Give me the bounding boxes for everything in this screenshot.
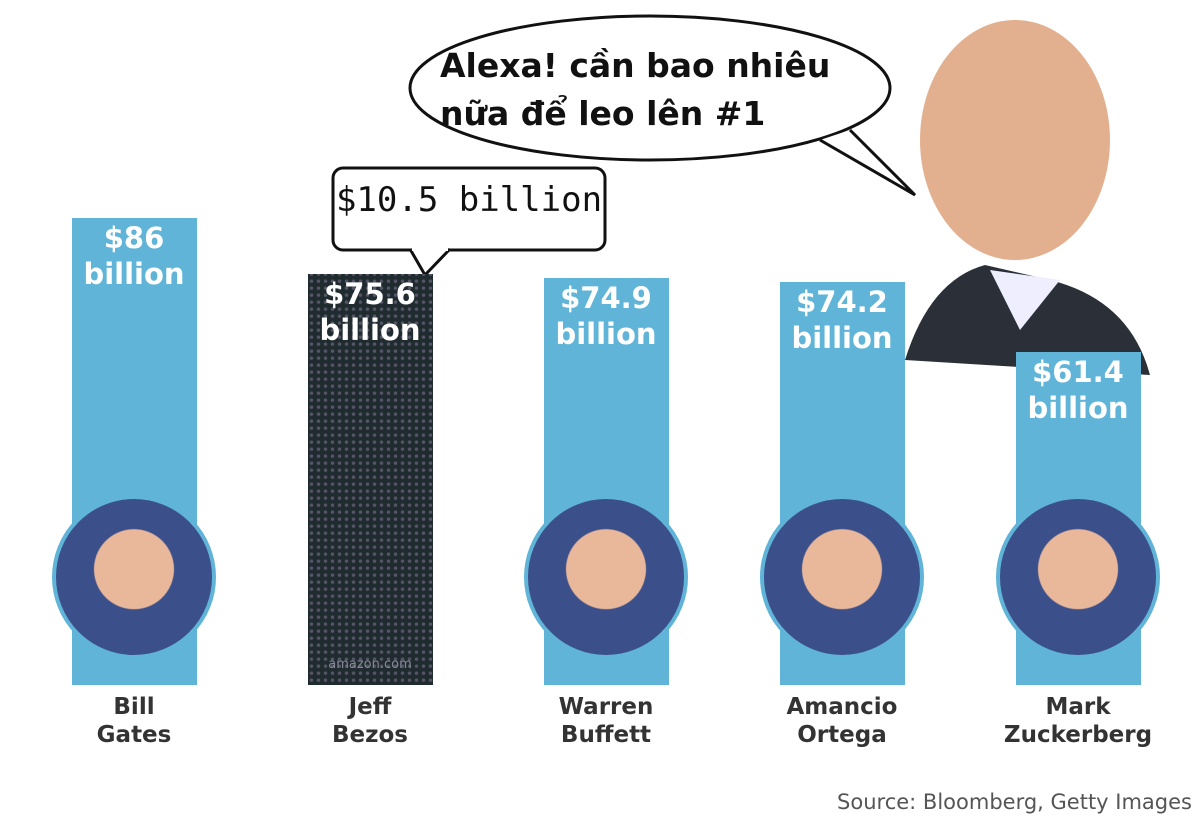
portrait (760, 495, 924, 659)
source: Source: Bloomberg, Getty Images (837, 790, 1192, 814)
x-tick-label: Bill Gates (96, 694, 172, 748)
value-label: $75.6 billion (319, 277, 421, 348)
x-tick-label: Jeff Bezos (331, 694, 409, 748)
value-label: $74.2 billion (791, 285, 893, 356)
callout-box (331, 166, 607, 252)
x-tick-label: Amancio Ortega (786, 694, 898, 748)
callout-text: $10.5 billion (335, 180, 603, 220)
callout-tail (408, 247, 452, 278)
value-label: $74.9 billion (555, 281, 657, 352)
portrait (52, 495, 216, 659)
x-tick-label: Mark Zuckerberg (1003, 694, 1153, 748)
head (920, 20, 1110, 260)
logo: amazon.com (328, 657, 412, 672)
portrait (996, 495, 1160, 659)
value-label: $61.4 billion (1027, 354, 1129, 425)
value-label: $86 billion (83, 221, 185, 291)
speech-text: Alexa! cần bao nhiêu nữa để leo lên #1 (440, 46, 831, 133)
speech-bubble (408, 14, 892, 162)
bar (307, 274, 433, 685)
x-tick-label: Warren Buffett (558, 694, 654, 748)
collar (990, 270, 1060, 330)
speech-tail (819, 128, 917, 197)
portrait (524, 495, 688, 659)
